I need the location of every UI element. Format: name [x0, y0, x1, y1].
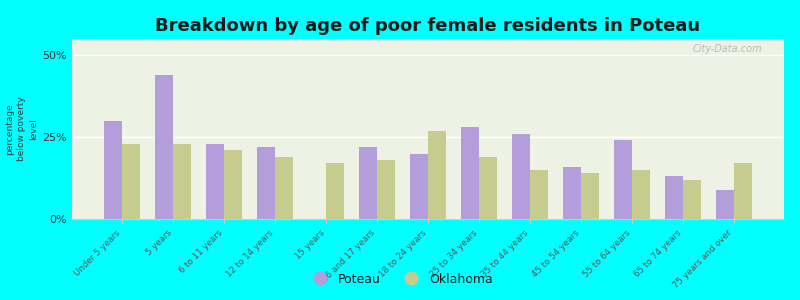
Title: Breakdown by age of poor female residents in Poteau: Breakdown by age of poor female resident… [155, 17, 701, 35]
Bar [326, 164, 344, 219]
Bar [224, 150, 242, 219]
Y-axis label: percentage
below poverty
level: percentage below poverty level [6, 97, 38, 161]
Bar [377, 160, 395, 219]
Bar [563, 167, 581, 219]
Bar [104, 121, 122, 219]
Bar [359, 147, 377, 219]
Bar [512, 134, 530, 219]
Legend: Poteau, Oklahoma: Poteau, Oklahoma [302, 268, 498, 291]
Bar [155, 75, 173, 219]
Bar [632, 170, 650, 219]
Bar [410, 154, 428, 219]
Bar [122, 144, 140, 219]
Bar [581, 173, 598, 219]
Text: City-Data.com: City-Data.com [693, 44, 762, 54]
Bar [716, 190, 734, 219]
Bar [206, 144, 224, 219]
Bar [614, 140, 632, 219]
Bar [479, 157, 497, 219]
Bar [683, 180, 701, 219]
Bar [734, 164, 752, 219]
Bar [275, 157, 293, 219]
Bar [665, 176, 683, 219]
Bar [258, 147, 275, 219]
Bar [461, 128, 479, 219]
Bar [530, 170, 548, 219]
Bar [428, 130, 446, 219]
Bar [173, 144, 191, 219]
